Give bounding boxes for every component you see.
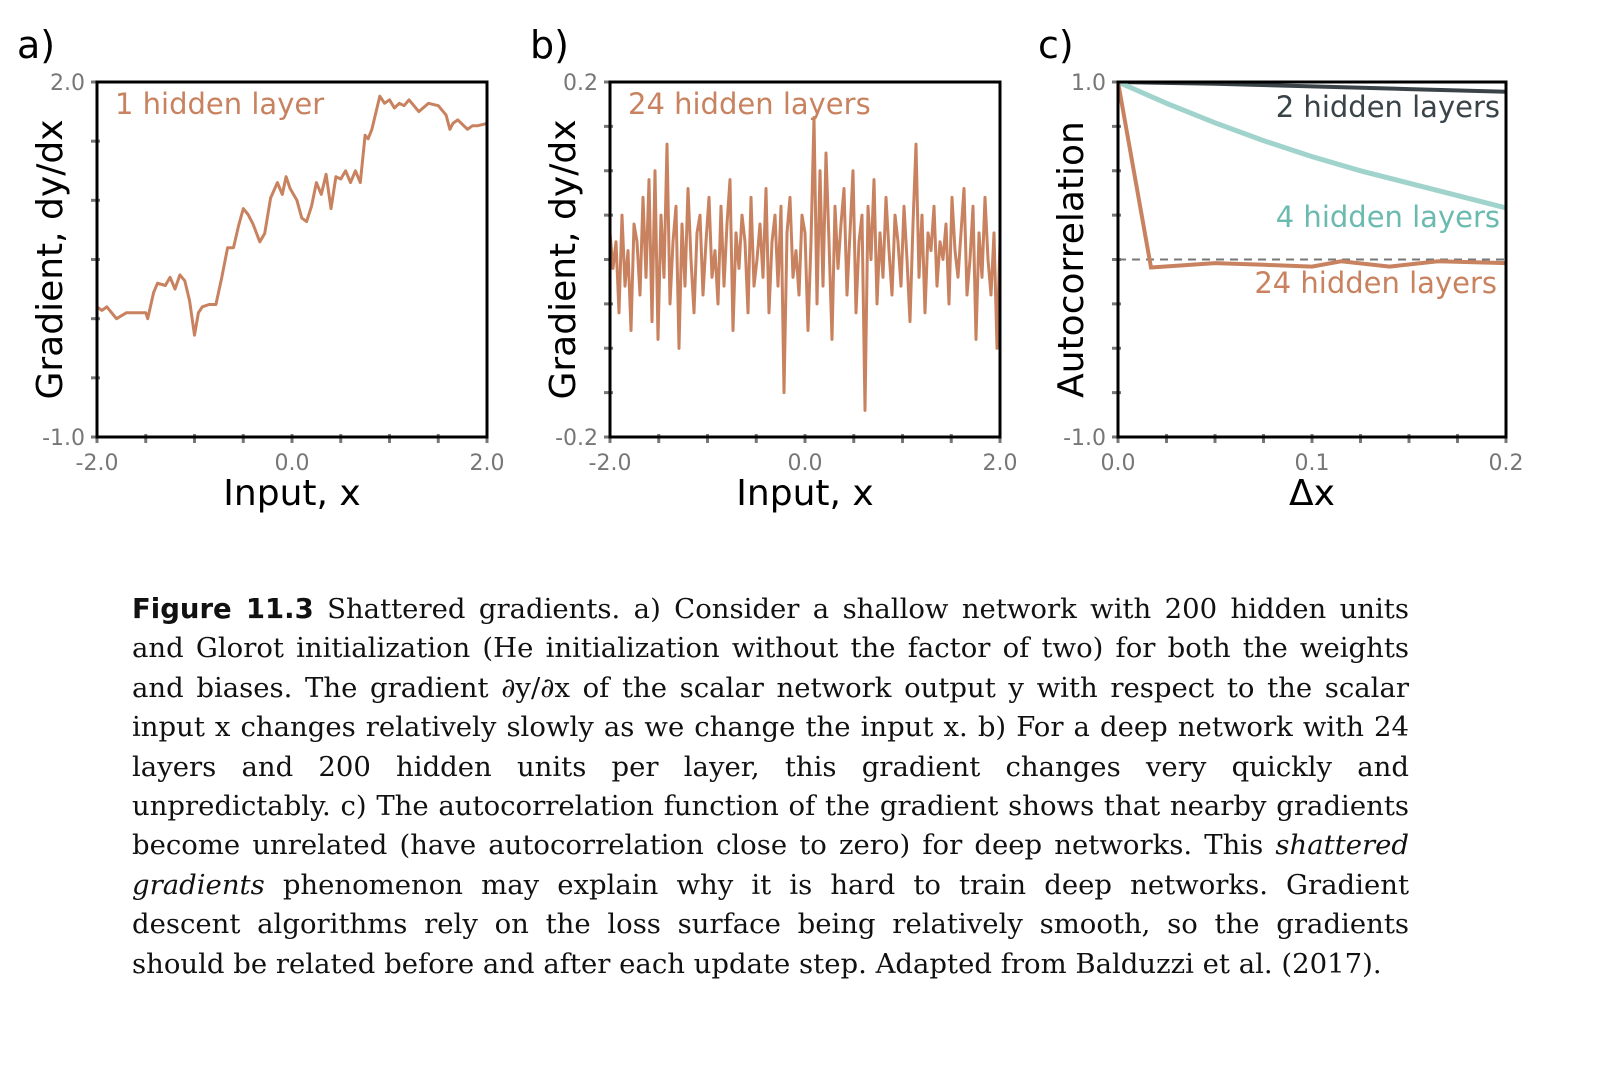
x-axis-label: Input, x [736, 473, 873, 514]
y-tick-label-bottom: -1.0 [42, 426, 85, 451]
x-tick-label: 2.0 [983, 451, 1018, 476]
gradient-line [610, 116, 1000, 412]
x-axis-label: Input, x [223, 473, 360, 514]
x-tick-label: 0.0 [788, 451, 823, 476]
plot-frame [95, 80, 489, 439]
y-axis-label: Autocorrelation [1051, 121, 1092, 398]
caption-text-1: Shattered gradients. a) Consider a shall… [132, 593, 1409, 862]
plot-frame [608, 80, 1002, 439]
y-tick-label-bottom: -1.0 [1063, 426, 1106, 451]
series-line-24-hidden-layers [1118, 82, 1506, 270]
panel-label: c) [1038, 23, 1074, 67]
figure-caption: Figure 11.3 Shattered gradients. a) Cons… [132, 590, 1409, 984]
x-tick-label: 0.1 [1295, 451, 1330, 476]
panel-label: a) [17, 23, 55, 67]
series-label: 1 hidden layer [115, 87, 324, 121]
panel-c: c) 1.0 -1.00.0 0.1 0.2 Δx Autocorrelation 2 hid… [1038, 23, 1524, 514]
x-tick-label: -2.0 [589, 451, 632, 476]
x-axis-label: Δx [1289, 473, 1335, 514]
panel-b: b) 0.2 -0.2-2.0 0.0 2.0 Input, x Gradient, dy/… [530, 23, 1018, 514]
x-tick-label: 0.0 [275, 451, 310, 476]
y-axis-label: Gradient, dy/dx [30, 119, 71, 399]
panel-label: b) [530, 23, 569, 67]
x-tick-label: -2.0 [76, 451, 119, 476]
y-tick-label-bottom: -0.2 [555, 426, 598, 451]
y-tick-label-top: 1.0 [1071, 71, 1106, 96]
series-label: 4 hidden layers [1276, 200, 1500, 234]
series-label: 2 hidden layers [1276, 90, 1500, 124]
x-tick-label: 2.0 [470, 451, 505, 476]
caption-text-2: phenomenon may explain why it is hard to… [132, 868, 1409, 980]
panel-a: a) 2.0 -1.0-2.0 0.0 2.0 Input, x Gradient, dy/… [17, 23, 505, 514]
x-tick-label: 0.2 [1489, 451, 1524, 476]
series-line-4-hidden-layers [1118, 82, 1506, 211]
y-tick-label-top: 0.2 [563, 71, 598, 96]
y-axis-label: Gradient, dy/dx [543, 119, 584, 399]
gradient-line [97, 94, 487, 337]
caption-emphasis: shattered gradients [132, 829, 1409, 901]
series-label: 24 hidden layers [628, 87, 871, 121]
series-label: 24 hidden layers [1254, 266, 1497, 300]
caption-label: Figure 11.3 [132, 593, 314, 625]
plot-frame [1116, 80, 1508, 439]
y-tick-label-top: 2.0 [50, 71, 85, 96]
x-tick-label: 0.0 [1101, 451, 1136, 476]
